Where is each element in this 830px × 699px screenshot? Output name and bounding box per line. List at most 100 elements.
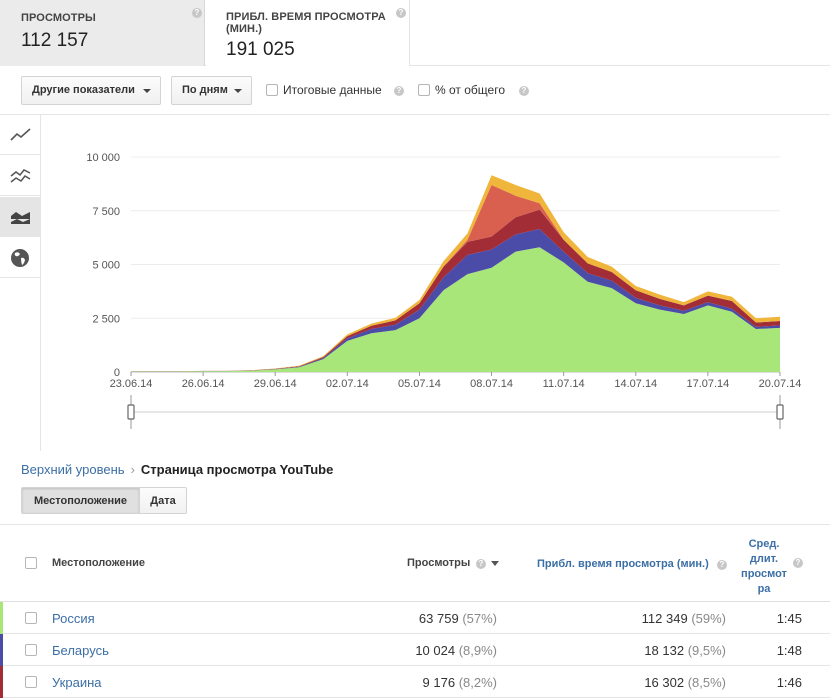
line-chart-button[interactable] xyxy=(0,115,40,155)
x-tick-label: 26.06.14 xyxy=(182,378,225,390)
tab-location[interactable]: Местоположение xyxy=(21,487,140,514)
x-tick-label: 08.07.14 xyxy=(470,378,513,390)
x-tick-label: 14.07.14 xyxy=(614,378,657,390)
column-header-views[interactable]: Просмотры xyxy=(407,557,471,569)
views-value: 9 176 xyxy=(422,675,456,690)
line-chart-icon xyxy=(10,128,31,141)
series-color-bar xyxy=(0,666,3,698)
table-row[interactable]: Россия 63 759 (57%) 112 349 (59%) 1:45 xyxy=(0,602,830,634)
y-tick-label: 2 500 xyxy=(92,313,120,325)
chart-area: 0 2 500 5 000 7 500 10 000 23.06.14 26.06.14 29… xyxy=(41,115,830,451)
row-checkbox[interactable] xyxy=(25,612,37,624)
table-header: Местоположение Просмотры ? Прибл. время … xyxy=(0,525,830,602)
dropdown-label: По дням xyxy=(182,84,228,96)
metric-card-watch-time[interactable]: ПРИБЛ. ВРЕМЯ ПРОСМОТРА (МИН.) 191 025 ? xyxy=(206,0,410,66)
watch-time-value: 16 302 xyxy=(644,675,685,690)
metric-label: ПРОСМОТРЫ xyxy=(21,12,96,24)
dropdown-label: Другие показатели xyxy=(32,84,135,96)
column-header-avg-duration[interactable]: Сред. длит. просмот ра xyxy=(738,537,790,597)
watch-time-value: 18 132 xyxy=(644,643,685,658)
select-all-checkbox[interactable] xyxy=(25,557,37,569)
map-button[interactable] xyxy=(0,238,40,278)
help-icon[interactable]: ? xyxy=(396,8,406,18)
table-row[interactable]: Украина 9 176 (8,2%) 16 302 (8,5%) 1:46 xyxy=(0,666,830,698)
stacked-area-button[interactable] xyxy=(0,197,40,237)
column-header-line: длит. xyxy=(749,553,779,565)
row-location-link[interactable]: Украина xyxy=(52,675,102,690)
help-icon[interactable]: ? xyxy=(476,559,486,569)
row-watch-time: 112 349 (59%) xyxy=(642,611,726,626)
chevron-down-icon xyxy=(143,89,151,93)
column-header-line: Сред. xyxy=(748,538,780,550)
column-header-line: просмот xyxy=(741,568,787,580)
views-percent: (8,9%) xyxy=(458,643,497,658)
metric-value: 191 025 xyxy=(226,39,295,60)
metric-card-views[interactable]: ПРОСМОТРЫ 112 157 ? xyxy=(0,0,205,66)
multi-line-button[interactable] xyxy=(0,156,40,196)
range-end-handle[interactable] xyxy=(776,404,784,420)
series-area xyxy=(131,247,780,372)
watch-time-percent: (59%) xyxy=(691,611,726,626)
row-checkbox[interactable] xyxy=(25,644,37,656)
metric-label-sub: (МИН.) xyxy=(226,23,262,35)
row-checkbox[interactable] xyxy=(25,676,37,688)
breadcrumb-top-level[interactable]: Верхний уровень xyxy=(21,462,125,477)
views-value: 63 759 xyxy=(418,611,459,626)
row-location-link[interactable]: Россия xyxy=(52,611,95,626)
range-start-handle[interactable] xyxy=(127,404,135,420)
column-header-watch-time[interactable]: Прибл. время просмотра (мин.) xyxy=(537,558,709,570)
y-tick-label: 0 xyxy=(114,367,120,379)
breadcrumb: Верхний уровень › Страница просмотра YouTu… xyxy=(21,462,333,477)
stacked-area-chart: 0 2 500 5 000 7 500 10 000 23.06.14 26.06.14 29… xyxy=(86,152,802,429)
series-color-bar xyxy=(0,634,3,666)
y-tick-label: 5 000 xyxy=(92,260,120,272)
x-tick-label: 17.07.14 xyxy=(686,378,729,390)
watch-time-percent: (9,5%) xyxy=(687,643,726,658)
stacked-area-icon xyxy=(11,212,30,224)
y-tick-label: 7 500 xyxy=(92,206,120,218)
totals-checkbox[interactable] xyxy=(266,84,278,96)
row-avg-duration: 1:46 xyxy=(776,675,802,690)
percent-total-checkbox[interactable] xyxy=(418,84,430,96)
row-avg-duration: 1:45 xyxy=(776,611,802,626)
multi-line-icon xyxy=(10,169,31,183)
help-icon[interactable]: ? xyxy=(519,86,529,96)
row-watch-time: 16 302 (8,5%) xyxy=(644,675,726,690)
help-icon[interactable]: ? xyxy=(717,560,727,570)
views-value: 10 024 xyxy=(415,643,456,658)
row-location-link[interactable]: Беларусь xyxy=(52,643,109,658)
help-icon[interactable]: ? xyxy=(793,558,803,568)
globe-icon xyxy=(11,249,29,267)
breadcrumb-separator: › xyxy=(130,462,135,477)
x-tick-label: 20.07.14 xyxy=(759,378,802,390)
views-percent: (57%) xyxy=(462,611,497,626)
totals-label[interactable]: Итоговые данные xyxy=(283,83,382,97)
percent-total-label[interactable]: % от общего xyxy=(435,83,505,97)
row-views: 10 024 (8,9%) xyxy=(415,643,497,658)
row-avg-duration: 1:48 xyxy=(776,643,802,658)
x-tick-label: 05.07.14 xyxy=(398,378,441,390)
period-dropdown[interactable]: По дням xyxy=(171,76,252,105)
column-header-location[interactable]: Местоположение xyxy=(52,557,146,569)
breadcrumb-current: Страница просмотра YouTube xyxy=(140,462,334,477)
chart-type-toolbar xyxy=(0,115,41,451)
metric-label: ПРИБЛ. ВРЕМЯ ПРОСМОТРА xyxy=(226,11,386,23)
help-icon[interactable]: ? xyxy=(394,86,404,96)
row-views: 63 759 (57%) xyxy=(419,611,497,626)
x-tick-label: 23.06.14 xyxy=(110,378,153,390)
other-metrics-dropdown[interactable]: Другие показатели xyxy=(21,76,161,105)
tab-date[interactable]: Дата xyxy=(139,487,187,514)
y-tick-label: 10 000 xyxy=(86,152,120,164)
table-row[interactable]: Беларусь 10 024 (8,9%) 18 132 (9,5%) 1:4… xyxy=(0,634,830,666)
report-table: Местоположение Просмотры ? Прибл. время … xyxy=(0,524,830,699)
watch-time-value: 112 349 xyxy=(641,611,688,626)
metric-cards: ПРОСМОТРЫ 112 157 ? ПРИБЛ. ВРЕМЯ ПРОСМОТ… xyxy=(0,0,830,66)
row-watch-time: 18 132 (9,5%) xyxy=(644,643,726,658)
chevron-down-icon xyxy=(234,89,242,93)
column-header-line: ра xyxy=(757,583,771,595)
x-tick-label: 11.07.14 xyxy=(543,378,585,390)
row-views: 9 176 (8,2%) xyxy=(423,675,497,690)
sort-desc-icon[interactable] xyxy=(491,561,499,566)
metric-value: 112 157 xyxy=(21,30,89,51)
help-icon[interactable]: ? xyxy=(192,8,202,18)
